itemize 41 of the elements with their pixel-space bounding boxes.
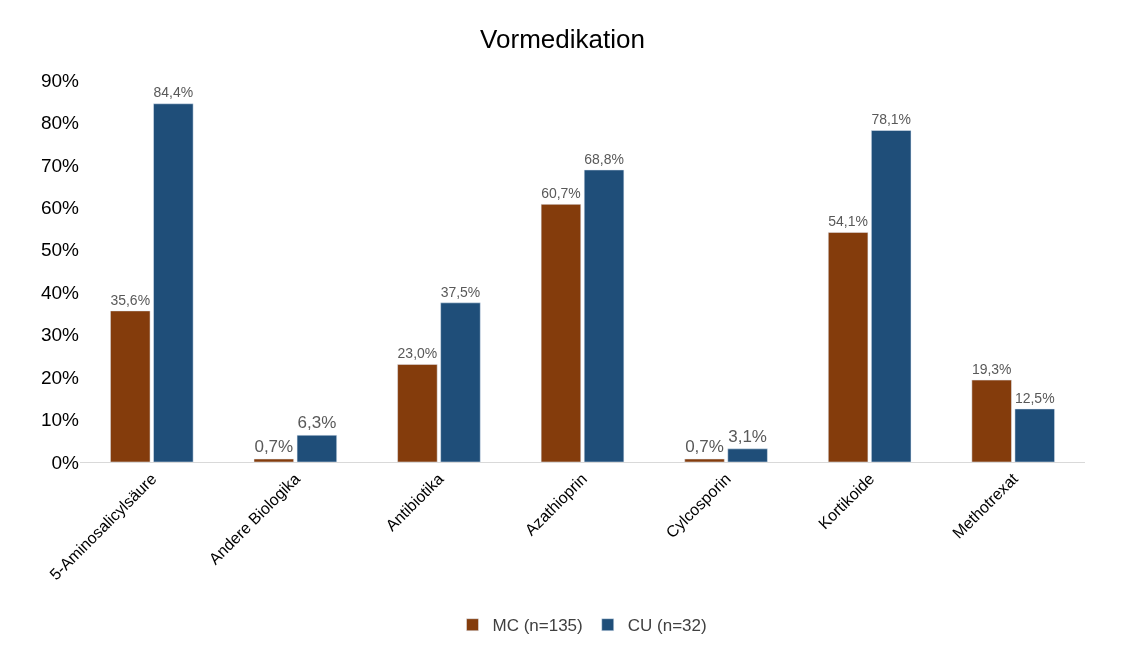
bar [296, 435, 337, 462]
y-tick-label: 90% [40, 69, 80, 91]
data-label: 0,7% [254, 437, 294, 457]
bar [727, 448, 768, 462]
bar [971, 379, 1012, 462]
data-label: 54,1% [828, 213, 868, 230]
y-tick-label: 80% [40, 112, 80, 134]
legend-label: MC (n=135) [492, 616, 583, 636]
data-label: 6,3% [297, 413, 337, 433]
data-label: 60,7% [541, 185, 581, 202]
y-tick-label: 30% [40, 324, 80, 346]
bar [1014, 408, 1055, 462]
data-label: 84,4% [153, 84, 194, 101]
data-label: 37,5% [440, 283, 481, 300]
data-label: 68,8% [584, 150, 624, 167]
y-tick-label: 50% [40, 239, 80, 261]
bar [828, 232, 869, 462]
data-label: 0,7% [685, 437, 724, 457]
bar [871, 130, 912, 462]
y-tick-label: 60% [40, 196, 80, 218]
bar [440, 302, 481, 462]
bar [110, 310, 151, 462]
y-tick-label: 20% [40, 366, 80, 388]
data-label: 12,5% [1014, 389, 1055, 406]
data-label: 3,1% [728, 426, 767, 446]
y-tick-label: 10% [40, 409, 80, 431]
bar [540, 204, 582, 462]
data-label: 19,3% [971, 360, 1012, 377]
data-label: 23,0% [397, 345, 438, 362]
data-label: 35,6% [110, 291, 151, 308]
y-tick-label: 70% [40, 154, 80, 176]
y-tick-label: 0% [51, 451, 80, 473]
data-label: 78,1% [871, 111, 911, 128]
bar [583, 169, 625, 462]
bar [397, 364, 438, 462]
bar [253, 458, 294, 462]
y-tick-label: 40% [40, 281, 80, 303]
bar [153, 103, 194, 462]
bar [684, 458, 725, 462]
chart-title: Vormedikation [480, 23, 645, 54]
legend-label: CU (n=32) [627, 616, 707, 636]
